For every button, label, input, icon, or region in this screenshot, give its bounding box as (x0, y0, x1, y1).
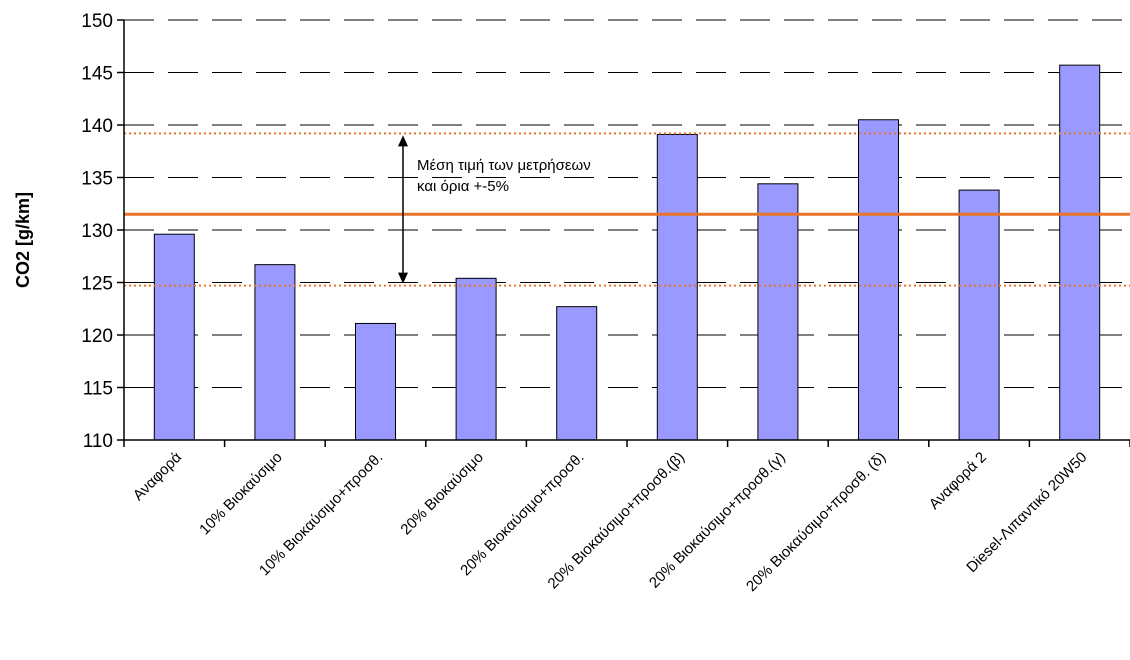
bars (153, 64, 1101, 441)
x-category-label: Αναφορά (130, 449, 186, 505)
bar (858, 119, 899, 441)
x-category-label: 10% Βιοκαύσιμο (196, 449, 286, 539)
bar (1059, 64, 1101, 441)
y-tick-label: 145 (81, 64, 113, 85)
y-tick-labels: 110 115 120 125 130 135 140 145 150 (81, 11, 113, 452)
y-tick-label: 130 (81, 221, 113, 242)
arrow-up-icon (398, 135, 408, 147)
bar (757, 183, 799, 441)
bar (958, 189, 1000, 441)
y-tick-label: 115 (83, 379, 113, 400)
y-axis-title: CO2 [g/km] (13, 192, 33, 288)
axes (117, 19, 1130, 447)
bar (455, 277, 497, 441)
y-tick-label: 110 (83, 431, 113, 452)
bar (355, 322, 396, 441)
y-tick-label: 135 (81, 169, 113, 190)
mean-annotation: Μέση τιμή των μετρήσεων και όρια +-5% (417, 157, 591, 195)
bar (153, 233, 195, 441)
bar (556, 306, 598, 441)
x-category-label: 20% Βιοκαύσιμο (397, 449, 487, 539)
y-tick-label: 125 (81, 274, 113, 295)
y-tick-label: 150 (81, 11, 113, 32)
reference-lines (124, 132, 1130, 287)
annotation-line-1: Μέση τιμή των μετρήσεων (417, 157, 591, 174)
arrow-down-icon (398, 272, 408, 284)
y-tick-label: 120 (81, 326, 113, 347)
annotation-line-2: και όρια +-5% (417, 178, 509, 195)
bar (656, 133, 698, 441)
y-tick-label: 140 (81, 116, 113, 137)
x-category-label: Αναφορά 2 (926, 449, 990, 513)
bar (254, 264, 296, 441)
